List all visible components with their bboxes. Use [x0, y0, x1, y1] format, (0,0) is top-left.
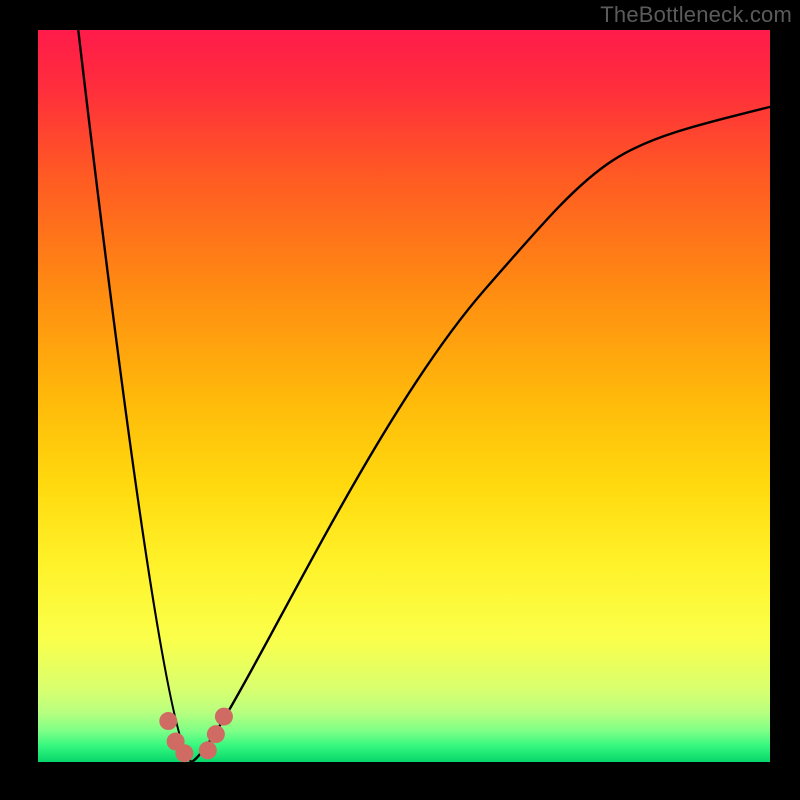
plot-background [38, 30, 770, 762]
watermark-text: TheBottleneck.com [600, 2, 792, 28]
curve-marker [159, 712, 177, 730]
curve-marker [199, 741, 217, 759]
curve-marker [215, 708, 233, 726]
chart-container: TheBottleneck.com [0, 0, 800, 800]
curve-marker [207, 725, 225, 743]
bottleneck-chart [0, 0, 800, 800]
curve-marker [175, 744, 193, 762]
